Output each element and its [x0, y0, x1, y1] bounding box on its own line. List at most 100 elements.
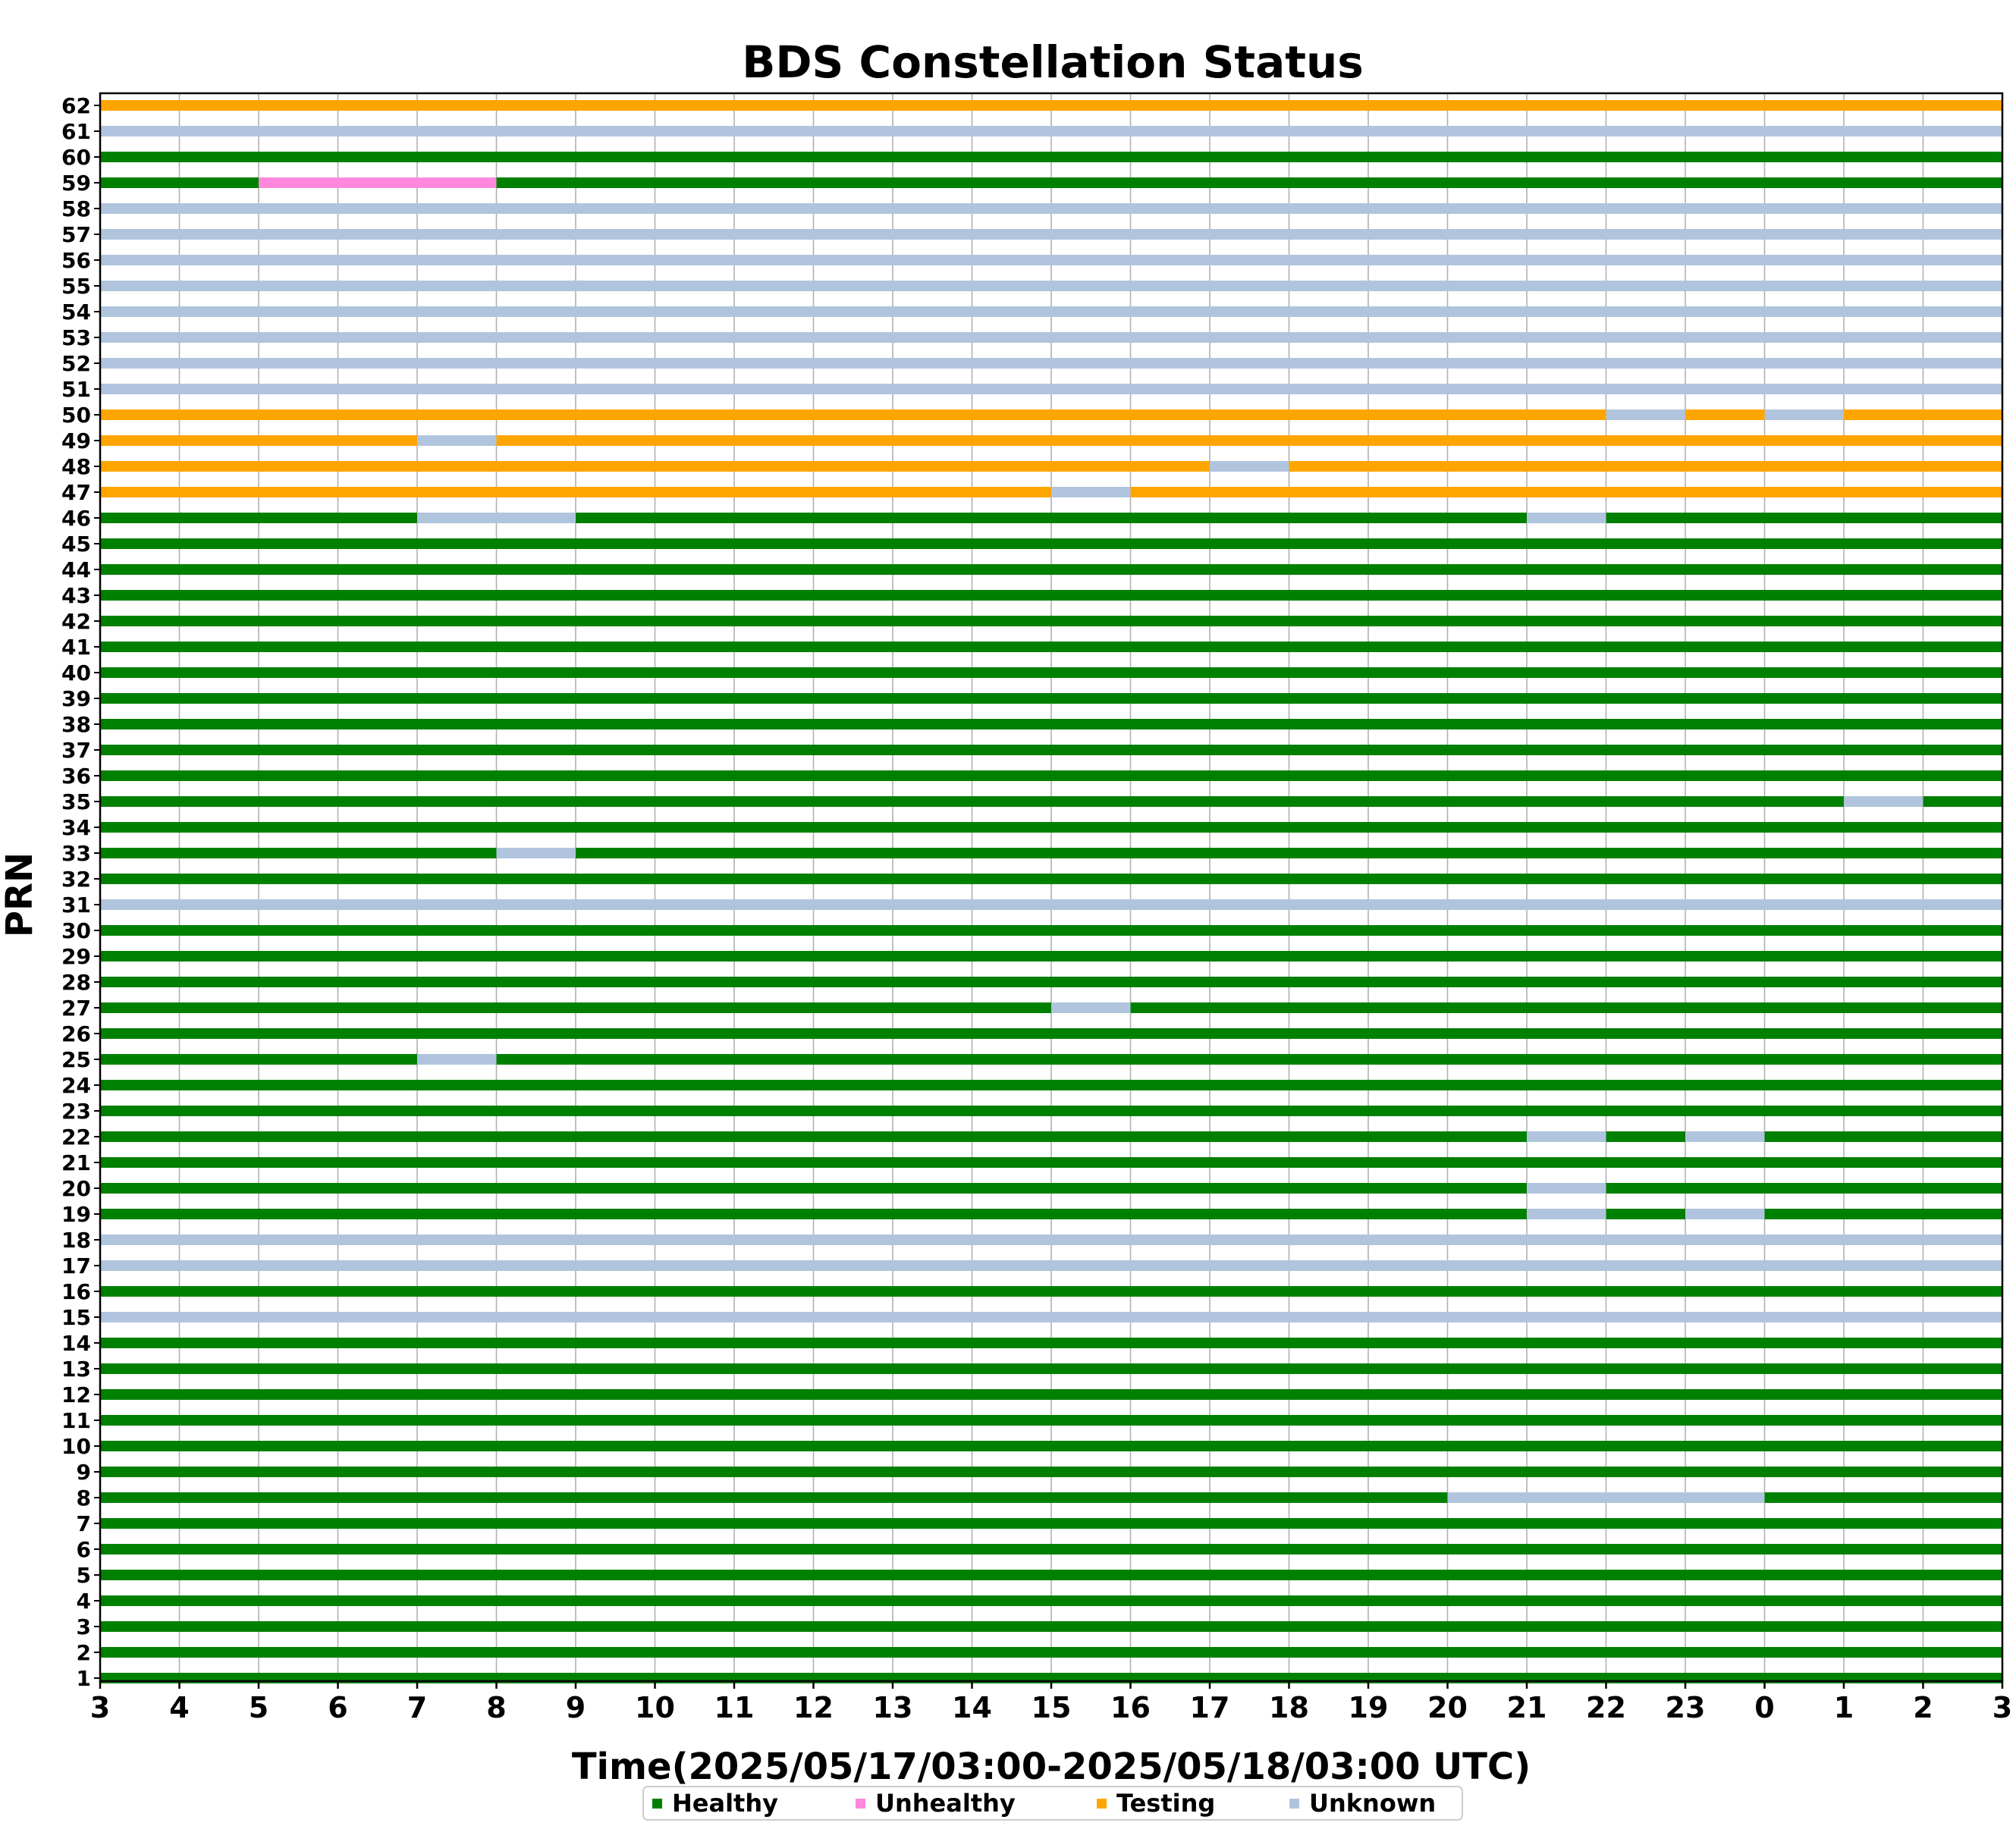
y-tick-label: 18 — [61, 1228, 91, 1253]
status-segment-prn-36 — [100, 770, 2002, 781]
status-segment-prn-25 — [496, 1054, 2002, 1065]
y-tick-label: 27 — [61, 996, 91, 1021]
y-tick-label: 42 — [61, 609, 91, 634]
y-tick-label: 46 — [61, 506, 91, 531]
status-segment-prn-24 — [100, 1080, 2002, 1090]
status-segment-prn-60 — [100, 152, 2002, 162]
status-segment-prn-50 — [1764, 409, 1844, 420]
status-segment-prn-57 — [100, 229, 2002, 240]
status-segment-prn-62 — [100, 100, 2002, 111]
y-tick-label: 15 — [61, 1305, 91, 1330]
status-segment-prn-20 — [1606, 1183, 2002, 1194]
y-tick-label: 13 — [61, 1357, 91, 1382]
status-segment-prn-48 — [100, 461, 1210, 472]
x-ticks: 3 4 5 6 7 8 9 10 11 12 13 14 15 16 17 18 19 20 21 22 23 0 1 2 3 — [90, 1681, 2012, 1724]
status-segment-prn-10 — [100, 1441, 2002, 1451]
status-segment-prn-50 — [1685, 409, 1765, 420]
status-segment-prn-6 — [100, 1544, 2002, 1554]
y-tick-label: 7 — [77, 1511, 91, 1536]
status-segment-prn-59 — [259, 177, 497, 188]
legend-label-testing: Testing — [1116, 1789, 1215, 1818]
status-segment-prn-49 — [100, 435, 417, 446]
x-tick-label: 20 — [1427, 1691, 1468, 1724]
y-tick-label: 2 — [77, 1640, 91, 1665]
y-tick-label: 34 — [61, 815, 91, 840]
status-segment-prn-50 — [1606, 409, 1685, 420]
status-segment-prn-47 — [1051, 487, 1131, 497]
x-tick-label: 21 — [1507, 1691, 1547, 1724]
x-tick-label: 3 — [1992, 1691, 2012, 1724]
status-segment-prn-33 — [100, 848, 497, 858]
status-segment-prn-20 — [100, 1183, 1527, 1194]
status-segment-prn-19 — [1685, 1209, 1765, 1219]
legend-label-unhealthy: Unhealthy — [875, 1789, 1016, 1818]
y-tick-label: 53 — [61, 325, 91, 350]
status-segment-prn-8 — [100, 1492, 1448, 1503]
status-segment-prn-17 — [100, 1260, 2002, 1271]
x-tick-label: 23 — [1666, 1691, 1706, 1724]
status-segment-prn-35 — [100, 796, 1844, 807]
x-tick-label: 4 — [169, 1691, 189, 1724]
y-tick-label: 40 — [61, 660, 91, 685]
status-segment-prn-46 — [417, 513, 576, 523]
x-tick-label: 16 — [1110, 1691, 1151, 1724]
legend-label-healthy: Healthy — [672, 1789, 778, 1818]
status-segment-prn-21 — [100, 1157, 2002, 1168]
status-segment-prn-38 — [100, 719, 2002, 729]
y-tick-label: 36 — [61, 764, 91, 789]
status-segment-prn-39 — [100, 693, 2002, 704]
y-tick-label: 60 — [61, 145, 91, 170]
status-segment-prn-56 — [100, 255, 2002, 265]
x-tick-label: 22 — [1586, 1691, 1626, 1724]
status-segment-prn-25 — [417, 1054, 497, 1065]
y-tick-label: 54 — [61, 300, 91, 325]
y-tick-label: 11 — [61, 1408, 91, 1433]
y-tick-label: 21 — [61, 1150, 91, 1175]
y-tick-label: 37 — [61, 738, 91, 763]
y-tick-label: 58 — [61, 196, 91, 221]
status-segment-prn-46 — [1606, 513, 2002, 523]
status-segment-prn-47 — [100, 487, 1051, 497]
y-tick-label: 44 — [61, 557, 91, 582]
y-tick-label: 38 — [61, 712, 91, 737]
status-segment-prn-22 — [1764, 1131, 2002, 1142]
x-tick-label: 15 — [1032, 1691, 1072, 1724]
status-segment-prn-9 — [100, 1467, 2002, 1477]
y-tick-label: 62 — [61, 93, 91, 118]
status-segment-prn-25 — [100, 1054, 417, 1065]
status-segment-prn-48 — [1289, 461, 2002, 472]
chart-title: BDS Constellation Status — [742, 36, 1364, 88]
legend-swatch-healthy — [652, 1799, 662, 1809]
y-tick-label: 50 — [61, 403, 91, 428]
status-segment-prn-3 — [100, 1621, 2002, 1632]
x-tick-label: 8 — [486, 1691, 506, 1724]
x-tick-label: 3 — [90, 1691, 110, 1724]
status-segment-prn-47 — [1130, 487, 2002, 497]
status-segment-prn-46 — [1527, 513, 1606, 523]
x-tick-label: 10 — [635, 1691, 675, 1724]
status-segment-prn-18 — [100, 1234, 2002, 1245]
status-segment-prn-27 — [100, 1002, 1051, 1013]
status-segment-prn-2 — [100, 1647, 2002, 1658]
y-tick-label: 43 — [61, 583, 91, 608]
x-tick-label: 2 — [1913, 1691, 1933, 1724]
status-segment-prn-8 — [1447, 1492, 1765, 1503]
x-tick-label: 5 — [249, 1691, 268, 1724]
status-segment-prn-4 — [100, 1595, 2002, 1606]
status-segment-prn-35 — [1923, 796, 2002, 807]
status-segment-prn-30 — [100, 925, 2002, 936]
status-segment-prn-33 — [496, 848, 576, 858]
status-segment-prn-12 — [100, 1389, 2002, 1400]
y-tick-label: 6 — [77, 1537, 91, 1562]
y-tick-label: 10 — [61, 1434, 91, 1459]
status-segment-prn-45 — [100, 538, 2002, 549]
x-tick-label: 17 — [1190, 1691, 1230, 1724]
x-tick-label: 0 — [1754, 1691, 1774, 1724]
status-segment-prn-35 — [1844, 796, 1923, 807]
y-tick-label: 8 — [77, 1485, 91, 1511]
y-tick-label: 28 — [61, 970, 91, 995]
status-segment-prn-46 — [100, 513, 417, 523]
y-tick-label: 4 — [77, 1589, 91, 1614]
status-segment-prn-40 — [100, 667, 2002, 678]
status-segment-prn-22 — [1606, 1131, 1685, 1142]
